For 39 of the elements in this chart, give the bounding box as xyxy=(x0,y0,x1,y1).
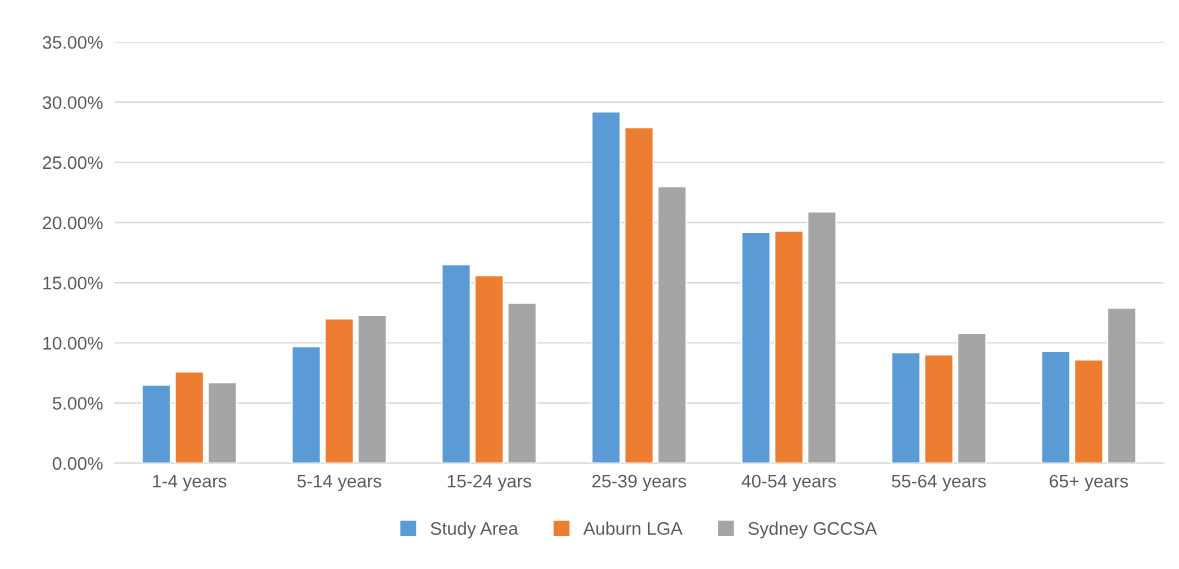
bar xyxy=(507,302,538,464)
y-tick-label: 15.00% xyxy=(43,276,103,290)
x-tick-label: 1-4 years xyxy=(153,474,227,492)
x-tick-label: 40-54 years xyxy=(741,474,836,492)
bar xyxy=(956,332,987,464)
bar xyxy=(1073,359,1104,464)
bar xyxy=(441,263,472,464)
bar xyxy=(1040,350,1071,464)
bar xyxy=(624,126,654,464)
bar xyxy=(657,185,687,464)
y-tick-label: 30.00% xyxy=(42,96,103,109)
bar xyxy=(207,381,238,464)
legend-label: Sydney GCCSA xyxy=(748,521,877,539)
x-tick-label: 25-39 years xyxy=(592,474,687,492)
bar xyxy=(773,230,804,464)
y-tick-label: 10.00% xyxy=(43,336,103,350)
bar xyxy=(174,371,205,464)
bar xyxy=(923,354,954,464)
legend-label: Study Area xyxy=(430,521,519,539)
y-tick-label: 5.00% xyxy=(52,396,103,410)
y-tick-label: 20.00% xyxy=(42,216,103,230)
x-tick-label: 65+ years xyxy=(1049,474,1128,492)
x-tick-label: 55-64 years xyxy=(891,474,986,492)
bar xyxy=(806,211,837,464)
y-tick-label: 35.00% xyxy=(42,36,103,49)
bar xyxy=(1106,307,1137,464)
x-tick-label: 15-24 yars xyxy=(447,474,532,492)
bar xyxy=(324,318,355,464)
bar xyxy=(591,111,621,464)
bar xyxy=(741,231,771,464)
bar xyxy=(890,351,921,464)
y-tick-label: 25.00% xyxy=(42,156,103,170)
x-tick-label: 5-14 years xyxy=(297,474,382,492)
bar xyxy=(474,274,505,464)
bar xyxy=(291,345,322,464)
bar xyxy=(357,314,388,464)
legend-label: Auburn LGA xyxy=(583,521,683,535)
y-tick-label: 0.00% xyxy=(52,457,103,470)
bar xyxy=(141,384,172,464)
